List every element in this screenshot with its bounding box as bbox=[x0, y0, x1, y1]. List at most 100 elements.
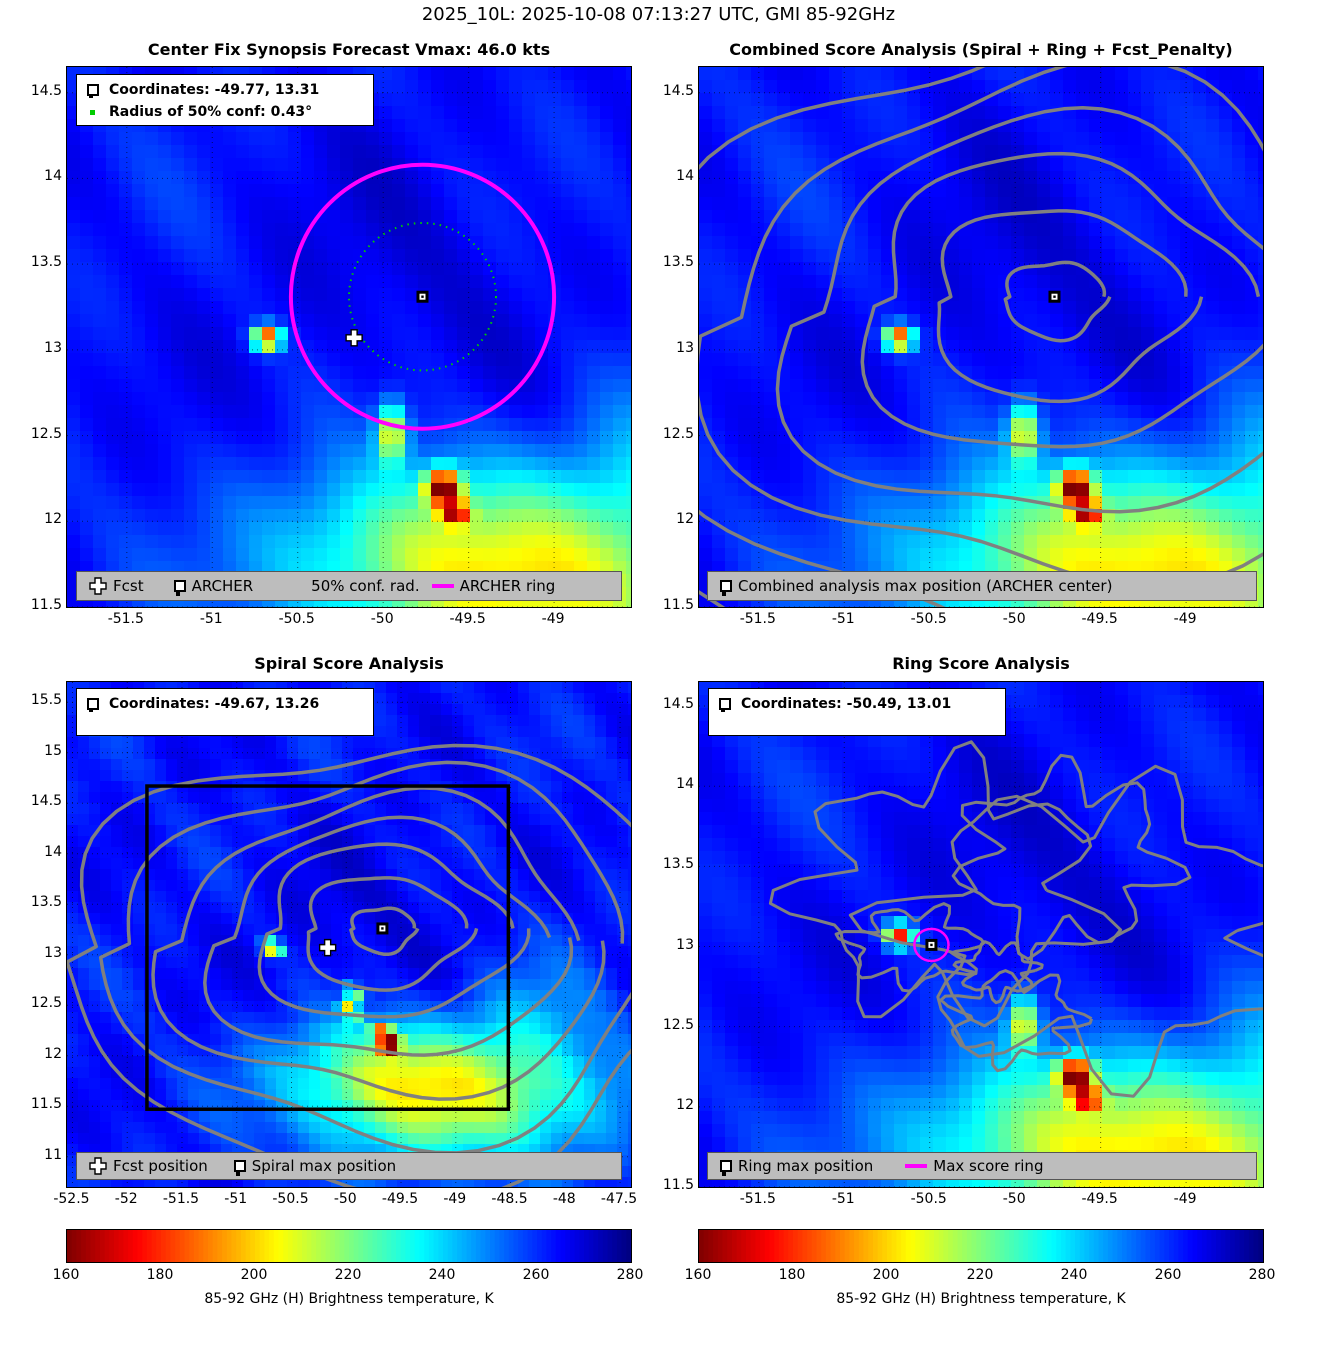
ytick-label: 11.5 bbox=[662, 1177, 694, 1193]
ring-title: Ring Score Analysis bbox=[892, 654, 1070, 673]
contour-line bbox=[1003, 260, 1112, 343]
xtick-label: -49.5 bbox=[381, 1191, 419, 1207]
combined-axes bbox=[698, 66, 1264, 608]
ring-line-icon bbox=[431, 584, 454, 588]
colorbar-tick-label: 280 bbox=[616, 1267, 644, 1283]
legend-max-ring-label: Max score ring bbox=[933, 1157, 1044, 1175]
colorbar-right-label: 85-92 GHz (H) Brightness temperature, K bbox=[836, 1291, 1126, 1307]
contour-line bbox=[834, 902, 986, 993]
score-contours bbox=[67, 743, 631, 1187]
figure-title: 2025_10L: 2025-10-08 07:13:27 UTC, GMI 8… bbox=[421, 4, 896, 25]
ytick-label: 13.5 bbox=[30, 894, 62, 911]
xtick-label: -50.5 bbox=[278, 611, 315, 627]
ytick-label: 15 bbox=[44, 742, 62, 759]
colorbar-left-label: 85-92 GHz (H) Brightness temperature, K bbox=[204, 1291, 494, 1307]
ring-axes bbox=[698, 681, 1264, 1188]
ytick-label: 12 bbox=[44, 1045, 62, 1062]
ytick-label: 14.5 bbox=[30, 793, 62, 810]
xtick-label: -51 bbox=[831, 611, 855, 627]
contour-line bbox=[952, 940, 1044, 1005]
spiral-fcst-marker bbox=[318, 938, 337, 957]
xtick-label: -51.5 bbox=[739, 1191, 776, 1207]
legend-spiral-max-label: Spiral max position bbox=[251, 1157, 397, 1175]
colorbar-tick-label: 160 bbox=[52, 1267, 80, 1283]
ring-square-icon bbox=[720, 1160, 732, 1176]
colorbar-gradient bbox=[67, 1230, 632, 1262]
colorbar-tick-label: 180 bbox=[778, 1267, 806, 1283]
combined-square-icon bbox=[720, 580, 732, 596]
ytick-label: 15.5 bbox=[30, 692, 62, 709]
ytick-label: 13 bbox=[676, 339, 694, 356]
fcst-marker bbox=[345, 329, 363, 347]
synopsis-coordinates: Coordinates: -49.77, 13.31 bbox=[109, 82, 320, 98]
archer-square-icon bbox=[173, 580, 186, 596]
contour-line bbox=[349, 906, 420, 957]
spiral-coordinates: Coordinates: -49.67, 13.26 bbox=[109, 696, 320, 712]
xtick-label: -50 bbox=[1002, 1191, 1026, 1207]
xtick-label: -50.5 bbox=[910, 611, 947, 627]
combined-legend: Combined analysis max position (ARCHER c… bbox=[707, 571, 1257, 601]
max-ring-line-icon bbox=[905, 1164, 928, 1168]
contour-line bbox=[699, 67, 1263, 589]
conf-radius-ring bbox=[348, 222, 497, 372]
colorbar-tick-label: 260 bbox=[1154, 1267, 1182, 1283]
colorbar-tick-label: 220 bbox=[334, 1267, 362, 1283]
colorbar-tick-label: 240 bbox=[428, 1267, 456, 1283]
ytick-label: 11.5 bbox=[30, 597, 62, 613]
fcst-position-cross-icon bbox=[89, 1157, 107, 1175]
archer-ring bbox=[288, 162, 557, 431]
legend-ring-max-label: Ring max position bbox=[738, 1157, 874, 1175]
xtick-label: -51 bbox=[224, 1191, 248, 1207]
colorbar-tick-label: 240 bbox=[1060, 1267, 1088, 1283]
xtick-label: -52 bbox=[114, 1191, 138, 1207]
spiral-axes bbox=[66, 681, 632, 1188]
spiral-legend: Fcst position Spiral max position bbox=[76, 1152, 622, 1180]
grid-lines bbox=[67, 67, 631, 607]
max-score-ring bbox=[913, 927, 950, 963]
contour-line bbox=[848, 764, 1263, 1098]
ytick-label: 12.5 bbox=[662, 1016, 694, 1033]
heatmap-synopsis bbox=[67, 67, 631, 607]
colorbar-tick-label: 260 bbox=[522, 1267, 550, 1283]
contour-line bbox=[768, 740, 1123, 1028]
conf-dot-icon bbox=[90, 109, 95, 115]
xtick-label: -50.5 bbox=[910, 1191, 947, 1207]
legend-conf-label: 50% conf. rad. bbox=[311, 577, 420, 595]
xtick-label: -49 bbox=[443, 1191, 467, 1207]
xtick-label: -50.5 bbox=[272, 1191, 309, 1207]
xtick-label: -48.5 bbox=[491, 1191, 528, 1207]
spiral-square-icon bbox=[233, 1160, 246, 1176]
fcst-cross-icon bbox=[89, 577, 107, 595]
contour-line bbox=[257, 842, 531, 1019]
legend-ring-label: ARCHER ring bbox=[459, 577, 556, 595]
ytick-label: 14 bbox=[44, 843, 62, 860]
xtick-label: -49 bbox=[1173, 611, 1197, 627]
contour-line bbox=[775, 106, 1263, 514]
ring-max-marker-icon bbox=[719, 698, 731, 712]
search-box bbox=[145, 784, 511, 1111]
contour-line bbox=[936, 209, 1204, 404]
colorbar-tick-label: 220 bbox=[966, 1267, 994, 1283]
synopsis-title: Center Fix Synopsis Forecast Vmax: 46.0 … bbox=[147, 40, 551, 59]
ytick-label: 12.5 bbox=[662, 425, 694, 442]
colorbar-tick-label: 160 bbox=[684, 1267, 712, 1283]
colorbar-tick-label: 200 bbox=[240, 1267, 268, 1283]
heatmap-combined bbox=[699, 67, 1263, 607]
xtick-label: -51.5 bbox=[107, 611, 144, 627]
archer-center-marker-icon bbox=[87, 84, 99, 98]
xtick-label: -47.5 bbox=[600, 1191, 638, 1207]
legend-fcst-label: Fcst bbox=[113, 577, 144, 595]
heatmap-spiral bbox=[67, 682, 631, 1187]
contour-line bbox=[151, 786, 606, 1101]
score-contours bbox=[699, 67, 1263, 607]
ytick-label: 11 bbox=[44, 1146, 62, 1163]
ytick-label: 11.5 bbox=[662, 597, 694, 613]
ytick-label: 14.5 bbox=[30, 82, 62, 99]
contour-line bbox=[860, 151, 1263, 449]
contour-line bbox=[203, 815, 574, 1057]
xtick-label: -49 bbox=[541, 611, 565, 627]
contour-line bbox=[98, 760, 631, 1155]
colorbar-tick-label: 280 bbox=[1248, 1267, 1276, 1283]
xtick-label: -49.5 bbox=[449, 611, 486, 627]
